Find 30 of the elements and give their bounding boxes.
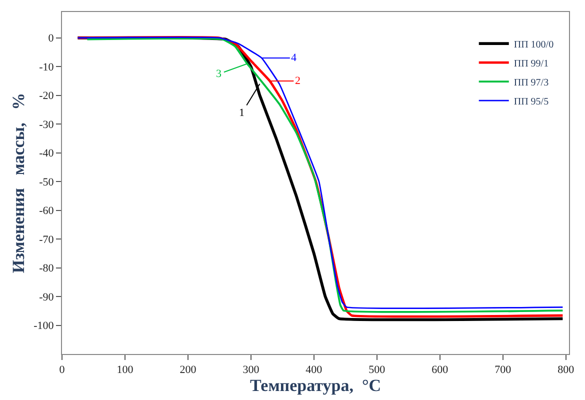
legend-label: ПП 99/1 [514, 58, 549, 70]
y-axis-title: Изменения массы, % [9, 92, 28, 274]
x-tick-label: 300 [242, 364, 260, 376]
annotation: 3 [216, 68, 222, 80]
annotation: 2 [295, 75, 300, 87]
y-tick-label: 0 [48, 32, 54, 45]
x-tick-label: 600 [432, 364, 449, 376]
y-tick-label: -80 [39, 262, 54, 275]
y-tick-label: -10 [39, 61, 54, 74]
y-tick-label: -40 [39, 148, 54, 160]
y-tick-label: -90 [39, 291, 54, 304]
x-tick-label: 700 [494, 364, 512, 376]
x-tick-label: 400 [306, 364, 323, 376]
legend-label: ПП 95/5 [514, 96, 549, 108]
y-tick-label: -30 [39, 118, 54, 131]
x-tick-label: 500 [368, 364, 386, 376]
x-tick-label: 800 [558, 364, 575, 376]
annotation: 4 [291, 52, 297, 64]
annotation: 1 [239, 107, 244, 119]
legend-label: ПП 97/3 [514, 78, 549, 88]
y-tick-label: -100 [34, 320, 54, 332]
y-tick-label: -60 [39, 205, 54, 218]
x-tick-label: 100 [116, 364, 134, 376]
y-tick-label: -20 [39, 90, 54, 102]
x-tick-label: 0 [59, 364, 66, 376]
legend-label: ПП 100/0 [514, 40, 554, 50]
x-axis-title: Температура, °C [250, 376, 382, 396]
x-tick-label: 200 [180, 364, 197, 376]
y-tick-label: -50 [39, 176, 54, 188]
y-tick-label: -70 [39, 234, 54, 246]
